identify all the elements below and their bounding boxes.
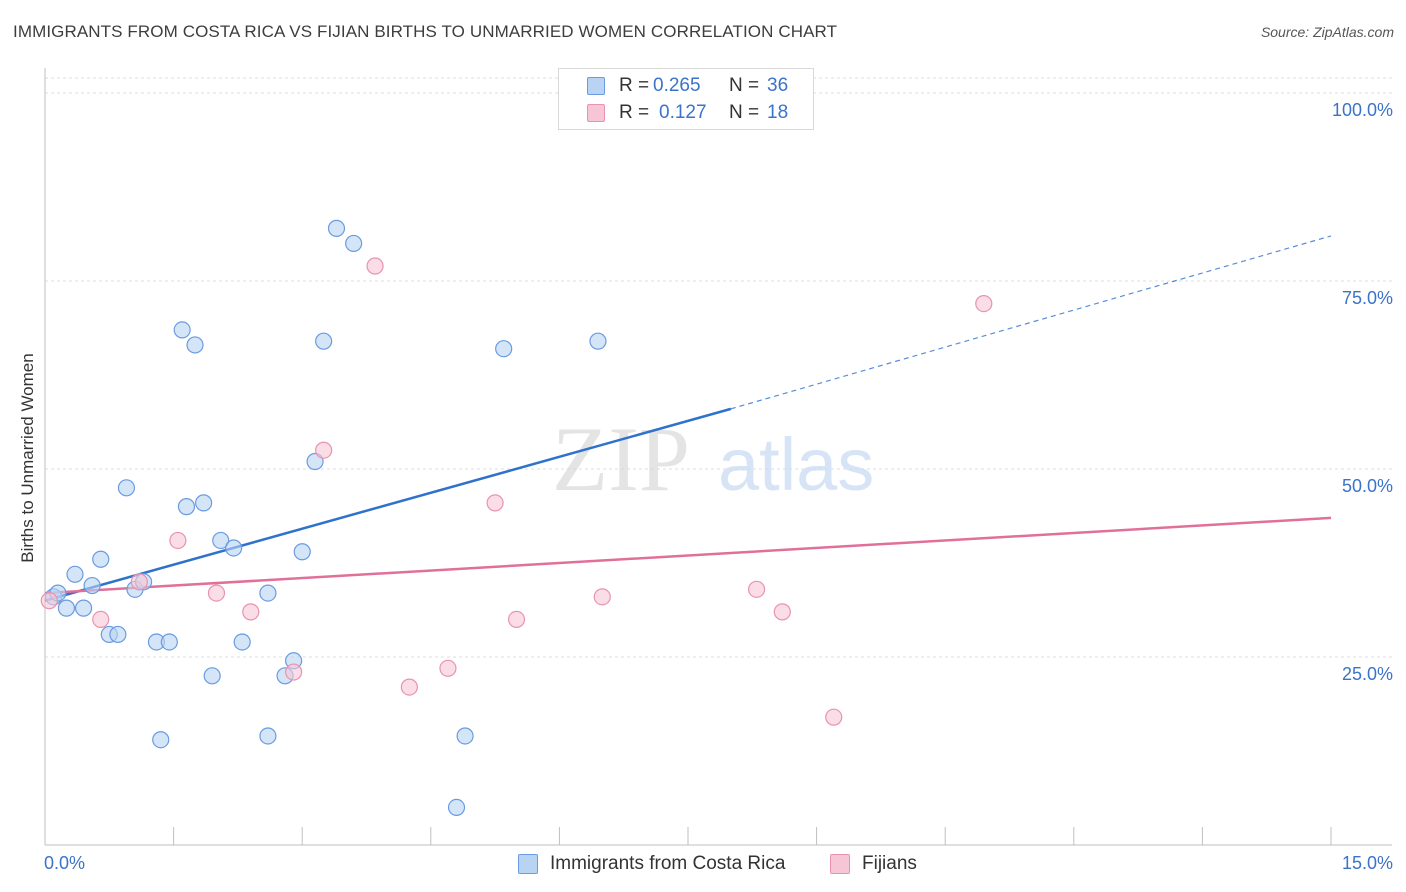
point-costa-rica [92,550,110,568]
grid [45,77,1392,658]
data-points [40,219,993,817]
point-fijian [169,531,187,550]
point-fijian [773,603,791,621]
point-fijian [507,610,526,629]
point-costa-rica [177,498,196,516]
point-costa-rica [117,479,136,497]
point-fijian [593,588,611,606]
axes [44,68,1392,846]
y-axis-label: Births to Unmarried Women [18,353,37,563]
point-costa-rica [315,332,333,350]
point-costa-rica [160,633,178,651]
point-fijian [975,294,993,313]
legend-n-label: N = [729,102,760,123]
point-costa-rica [83,576,101,595]
watermark-zip: ZIP [552,408,690,510]
legend-swatch-blue [587,77,605,95]
point-costa-rica [259,727,277,745]
point-fijian [92,610,110,629]
point-costa-rica [186,336,204,354]
point-fijian [366,257,384,275]
legend-r-value: 0.265 [653,75,701,96]
y-tick-label: 100.0% [1332,100,1393,120]
point-fijian [130,573,148,591]
trend-line-costa-rica-projection [730,235,1332,410]
y-tick-label: 75.0% [1342,288,1393,308]
point-costa-rica [233,633,251,651]
source-label: Source: ZipAtlas.com [1260,24,1394,40]
trend-line-fijians [44,516,1332,595]
point-costa-rica [66,565,84,583]
point-fijian [825,708,843,726]
point-fijian [285,663,303,681]
point-costa-rica [345,234,363,253]
legend-r-value: 0.127 [659,102,707,123]
legend-label-costa-rica: Immigrants from Costa Rica [550,853,786,874]
point-fijian [315,441,333,459]
point-costa-rica [447,798,466,817]
legend-r-label: R = [619,102,650,123]
point-costa-rica [589,332,607,350]
legend-r-label: R = [619,75,650,96]
x-tick-label-max: 15.0% [1342,853,1393,873]
point-fijian [439,659,457,677]
point-fijian [400,678,418,696]
legend-swatch-pink [830,854,850,874]
point-costa-rica [495,340,513,358]
point-costa-rica [152,731,170,749]
legend-n-label: N = [729,75,760,96]
point-costa-rica [57,599,76,617]
point-fijian [207,584,226,602]
point-fijian [242,603,260,621]
legend-n-value: 36 [767,75,789,96]
tick-labels: 25.0% 50.0% 75.0% 100.0% 0.0% 15.0% [44,100,1393,873]
trend-line-costa-rica [44,407,732,602]
legend-item-fijians[interactable]: Fijians [830,852,917,876]
point-costa-rica [195,494,213,512]
point-costa-rica [74,599,93,617]
point-costa-rica [293,543,311,561]
stats-legend: R = 0.265 N = 36 R = 0.127 N = 18 [558,68,814,130]
point-costa-rica [456,727,474,745]
point-fijian [486,494,504,512]
point-costa-rica [259,584,277,602]
watermark-atlas: atlas [718,423,874,506]
point-fijian [747,580,766,598]
trend-lines [44,235,1332,602]
legend-label-fijians: Fijians [862,853,917,874]
chart-title: IMMIGRANTS FROM COSTA RICA VS FIJIAN BIR… [13,22,838,41]
legend-n-value: 18 [767,102,789,123]
x-tick-label-min: 0.0% [44,853,85,873]
point-costa-rica [109,625,127,644]
point-costa-rica [225,539,243,557]
point-costa-rica [212,531,230,550]
point-costa-rica [173,321,191,339]
legend-swatch-blue [518,854,538,874]
y-tick-label: 25.0% [1342,664,1393,684]
legend-swatch-pink [587,104,605,122]
y-tick-label: 50.0% [1342,476,1393,496]
watermark: ZIP atlas [552,408,874,510]
legend-item-costa-rica[interactable]: Immigrants from Costa Rica [518,852,785,876]
point-fijian [40,592,58,610]
point-costa-rica [203,667,221,685]
point-costa-rica [327,219,346,237]
